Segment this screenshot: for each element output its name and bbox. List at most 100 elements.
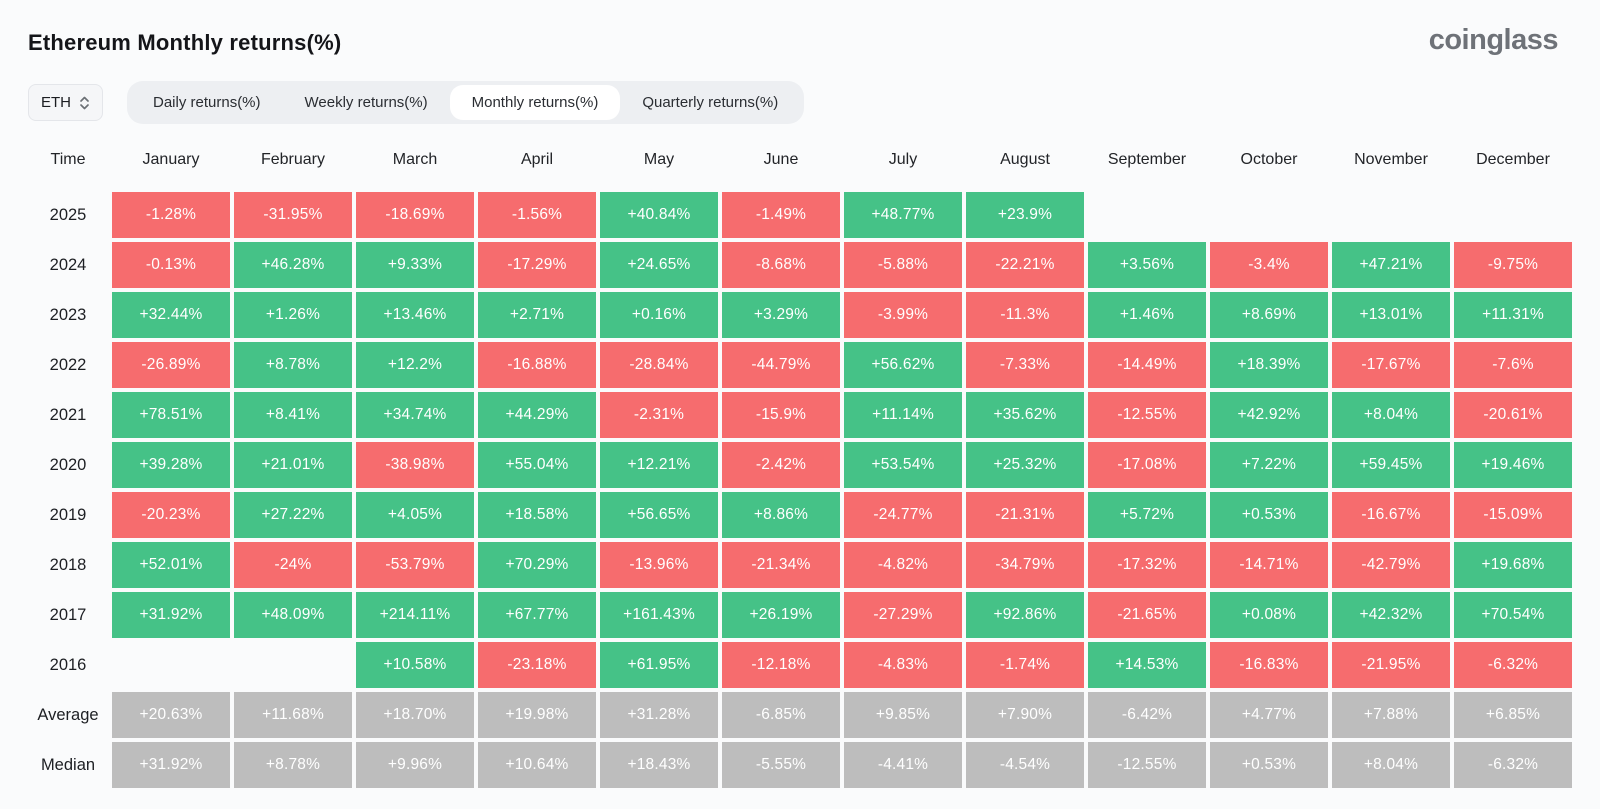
return-cell-2024-december: -9.75% xyxy=(1454,242,1572,288)
return-cell-2022-october: +18.39% xyxy=(1210,342,1328,388)
return-cell-2018-april: +70.29% xyxy=(478,542,596,588)
return-cell-2017-september: -21.65% xyxy=(1088,592,1206,638)
return-cell-median-september: -12.55% xyxy=(1088,742,1206,788)
return-cell-2020-december: +19.46% xyxy=(1454,442,1572,488)
return-cell-2017-july: -27.29% xyxy=(844,592,962,638)
return-cell-2020-june: -2.42% xyxy=(722,442,840,488)
return-cell-2020-march: -38.98% xyxy=(356,442,474,488)
return-cell-2017-october: +0.08% xyxy=(1210,592,1328,638)
return-cell-2016-november: -21.95% xyxy=(1332,642,1450,688)
updown-chevron-icon xyxy=(79,95,90,111)
return-cell-2016-july: -4.83% xyxy=(844,642,962,688)
return-cell-median-may: +18.43% xyxy=(600,742,718,788)
return-cell-2018-february: -24% xyxy=(234,542,352,588)
controls-bar: ETH Daily returns(%) Weekly returns(%) Mon… xyxy=(28,81,1572,124)
return-cell-2020-july: +53.54% xyxy=(844,442,962,488)
return-cell-2020-february: +21.01% xyxy=(234,442,352,488)
return-cell-2024-august: -22.21% xyxy=(966,242,1084,288)
return-cell-2019-may: +56.65% xyxy=(600,492,718,538)
return-cell-2025-may: +40.84% xyxy=(600,192,718,238)
return-cell-2017-may: +161.43% xyxy=(600,592,718,638)
tab-weekly-returns[interactable]: Weekly returns(%) xyxy=(283,85,450,120)
return-cell-2022-december: -7.6% xyxy=(1454,342,1572,388)
return-cell-2016-september: +14.53% xyxy=(1088,642,1206,688)
return-cell-2023-july: -3.99% xyxy=(844,292,962,338)
return-cell-2023-may: +0.16% xyxy=(600,292,718,338)
return-cell-2018-december: +19.68% xyxy=(1454,542,1572,588)
return-cell-2021-october: +42.92% xyxy=(1210,392,1328,438)
return-cell-median-august: -4.54% xyxy=(966,742,1084,788)
return-cell-2023-april: +2.71% xyxy=(478,292,596,338)
return-cell-2017-august: +92.86% xyxy=(966,592,1084,638)
column-header-january: January xyxy=(142,151,200,168)
return-cell-2022-november: -17.67% xyxy=(1332,342,1450,388)
return-cell-2025-february: -31.95% xyxy=(234,192,352,238)
return-cell-2023-october: +8.69% xyxy=(1210,292,1328,338)
return-cell-2025-april: -1.56% xyxy=(478,192,596,238)
return-cell-2025-november xyxy=(1332,192,1450,238)
return-cell-average-january: +20.63% xyxy=(112,692,230,738)
return-cell-2025-september xyxy=(1088,192,1206,238)
return-cell-2017-march: +214.11% xyxy=(356,592,474,638)
return-cell-2019-september: +5.72% xyxy=(1088,492,1206,538)
return-cell-2019-june: +8.86% xyxy=(722,492,840,538)
return-cell-2019-december: -15.09% xyxy=(1454,492,1572,538)
return-cell-2022-march: +12.2% xyxy=(356,342,474,388)
return-cell-2017-november: +42.32% xyxy=(1332,592,1450,638)
return-cell-2017-april: +67.77% xyxy=(478,592,596,638)
symbol-select[interactable]: ETH xyxy=(28,84,103,121)
return-cell-2018-june: -21.34% xyxy=(722,542,840,588)
return-cell-average-october: +4.77% xyxy=(1210,692,1328,738)
return-cell-2019-january: -20.23% xyxy=(112,492,230,538)
row-label-median: Median xyxy=(40,755,96,774)
return-cell-2021-july: +11.14% xyxy=(844,392,962,438)
column-header-june: June xyxy=(763,151,799,168)
return-cell-2018-january: +52.01% xyxy=(112,542,230,588)
tab-daily-returns[interactable]: Daily returns(%) xyxy=(131,85,283,120)
return-cell-2018-march: -53.79% xyxy=(356,542,474,588)
return-cell-average-february: +11.68% xyxy=(234,692,352,738)
return-cell-2020-may: +12.21% xyxy=(600,442,718,488)
return-cell-2020-april: +55.04% xyxy=(478,442,596,488)
return-cell-2017-december: +70.54% xyxy=(1454,592,1572,638)
return-cell-2021-march: +34.74% xyxy=(356,392,474,438)
return-cell-2018-august: -34.79% xyxy=(966,542,1084,588)
return-cell-2020-august: +25.32% xyxy=(966,442,1084,488)
return-cell-2021-november: +8.04% xyxy=(1332,392,1450,438)
return-cell-2019-october: +0.53% xyxy=(1210,492,1328,538)
return-cell-2019-august: -21.31% xyxy=(966,492,1084,538)
return-cell-2019-march: +4.05% xyxy=(356,492,474,538)
return-cell-2023-january: +32.44% xyxy=(112,292,230,338)
return-cell-2016-may: +61.95% xyxy=(600,642,718,688)
return-cell-2022-september: -14.49% xyxy=(1088,342,1206,388)
row-label-2020: 2020 xyxy=(49,455,87,474)
return-cell-2021-may: -2.31% xyxy=(600,392,718,438)
column-header-time: Time xyxy=(50,151,86,168)
return-cell-2024-april: -17.29% xyxy=(478,242,596,288)
returns-table: Time January February March April May June July… xyxy=(28,142,1572,788)
return-cell-2024-june: -8.68% xyxy=(722,242,840,288)
row-label-2025: 2025 xyxy=(49,205,87,224)
column-header-february: February xyxy=(260,151,326,168)
row-label-2018: 2018 xyxy=(49,555,87,574)
return-cell-2019-july: -24.77% xyxy=(844,492,962,538)
return-cell-2024-july: -5.88% xyxy=(844,242,962,288)
return-cell-2025-june: -1.49% xyxy=(722,192,840,238)
coinglass-logo: coinglass xyxy=(1428,24,1559,56)
return-cell-median-july: -4.41% xyxy=(844,742,962,788)
return-cell-2025-december xyxy=(1454,192,1572,238)
tab-monthly-returns[interactable]: Monthly returns(%) xyxy=(449,85,621,120)
column-header-july: July xyxy=(888,151,918,168)
return-cell-2023-december: +11.31% xyxy=(1454,292,1572,338)
return-cell-average-september: -6.42% xyxy=(1088,692,1206,738)
return-cell-median-october: +0.53% xyxy=(1210,742,1328,788)
column-header-december: December xyxy=(1476,151,1550,168)
tab-quarterly-returns[interactable]: Quarterly returns(%) xyxy=(620,85,800,120)
return-cell-2017-june: +26.19% xyxy=(722,592,840,638)
return-cell-2024-november: +47.21% xyxy=(1332,242,1450,288)
return-cell-2021-june: -15.9% xyxy=(722,392,840,438)
row-label-2022: 2022 xyxy=(49,355,87,374)
return-cell-2020-january: +39.28% xyxy=(112,442,230,488)
return-cell-2020-october: +7.22% xyxy=(1210,442,1328,488)
return-cell-2024-march: +9.33% xyxy=(356,242,474,288)
